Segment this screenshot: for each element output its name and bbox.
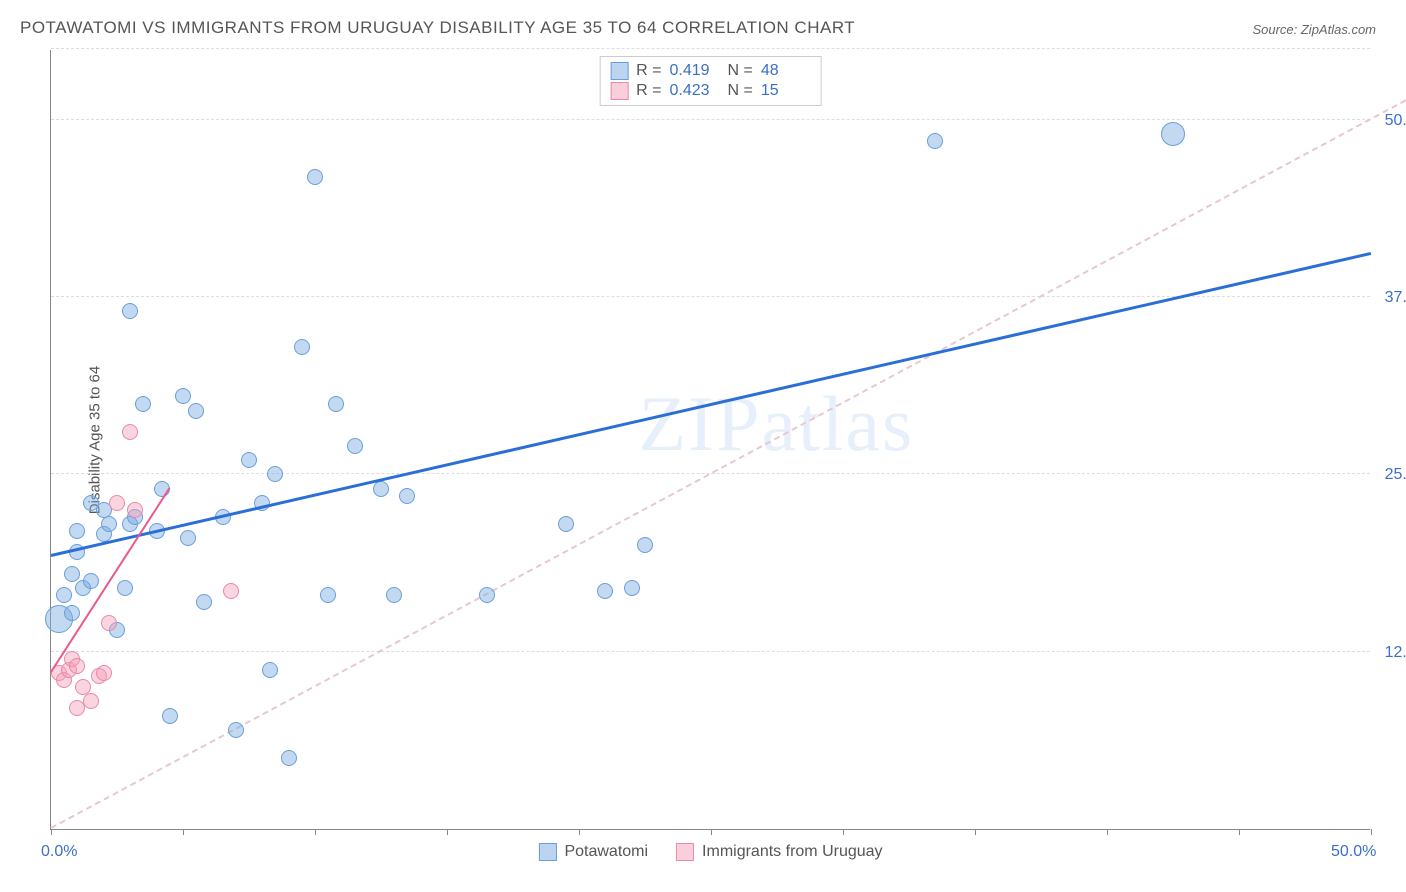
y-tick-label: 25.0% <box>1385 466 1406 484</box>
legend-n-label: N = <box>728 62 753 80</box>
legend-n-value: 48 <box>761 62 811 80</box>
x-tick <box>1239 829 1240 835</box>
x-tick <box>1371 829 1372 835</box>
watermark: ZIPatlas <box>638 379 914 469</box>
legend-swatch <box>676 843 694 861</box>
legend-swatch <box>610 62 628 80</box>
data-point <box>127 502 143 518</box>
legend-label: Immigrants from Uruguay <box>702 843 883 861</box>
source-label: Source: ZipAtlas.com <box>1252 22 1376 37</box>
y-axis-label: Disability Age 35 to 64 <box>87 365 104 513</box>
data-point <box>101 516 117 532</box>
correlation-legend: R = 0.419 N = 48 R = 0.423 N = 15 <box>599 56 822 106</box>
data-point <box>386 587 402 603</box>
x-tick <box>843 829 844 835</box>
data-point <box>597 583 613 599</box>
trend-line <box>51 252 1372 557</box>
legend-row: R = 0.423 N = 15 <box>610 81 811 101</box>
data-point <box>294 339 310 355</box>
chart-title: POTAWATOMI VS IMMIGRANTS FROM URUGUAY DI… <box>20 18 855 38</box>
legend-label: Potawatomi <box>564 843 648 861</box>
reference-line <box>51 47 1406 829</box>
data-point <box>241 452 257 468</box>
data-point <box>927 133 943 149</box>
data-point <box>69 523 85 539</box>
data-point <box>117 580 133 596</box>
data-point <box>624 580 640 596</box>
data-point <box>637 537 653 553</box>
data-point <box>83 573 99 589</box>
data-point <box>188 403 204 419</box>
series-legend: Potawatomi Immigrants from Uruguay <box>538 843 882 861</box>
legend-swatch <box>610 82 628 100</box>
y-tick-label: 37.5% <box>1385 289 1406 307</box>
data-point <box>122 303 138 319</box>
x-tick <box>183 829 184 835</box>
x-tick <box>51 829 52 835</box>
legend-item: Immigrants from Uruguay <box>676 843 883 861</box>
data-point <box>175 388 191 404</box>
legend-r-label: R = <box>636 62 661 80</box>
gridline <box>51 48 1370 49</box>
legend-n-label: N = <box>728 82 753 100</box>
data-point <box>69 658 85 674</box>
data-point <box>135 396 151 412</box>
data-point <box>64 566 80 582</box>
gridline <box>51 651 1370 652</box>
data-point <box>83 693 99 709</box>
data-point <box>281 750 297 766</box>
data-point <box>56 587 72 603</box>
data-point <box>96 665 112 681</box>
legend-item: Potawatomi <box>538 843 648 861</box>
x-tick <box>1107 829 1108 835</box>
legend-r-value: 0.423 <box>670 82 720 100</box>
data-point <box>320 587 336 603</box>
x-tick <box>315 829 316 835</box>
data-point <box>267 466 283 482</box>
data-point <box>196 594 212 610</box>
data-point <box>558 516 574 532</box>
data-point <box>64 605 80 621</box>
legend-row: R = 0.419 N = 48 <box>610 61 811 81</box>
x-tick <box>447 829 448 835</box>
data-point <box>373 481 389 497</box>
data-point <box>307 169 323 185</box>
legend-n-value: 15 <box>761 82 811 100</box>
gridline <box>51 119 1370 120</box>
data-point <box>180 530 196 546</box>
data-point <box>101 615 117 631</box>
data-point <box>223 583 239 599</box>
data-point <box>328 396 344 412</box>
x-tick <box>975 829 976 835</box>
x-tick <box>579 829 580 835</box>
data-point <box>122 424 138 440</box>
data-point <box>347 438 363 454</box>
data-point <box>399 488 415 504</box>
data-point <box>162 708 178 724</box>
legend-r-value: 0.419 <box>670 62 720 80</box>
data-point <box>262 662 278 678</box>
x-tick-label: 50.0% <box>1331 843 1376 861</box>
plot-area: Disability Age 35 to 64 ZIPatlas R = 0.41… <box>50 50 1370 830</box>
legend-r-label: R = <box>636 82 661 100</box>
x-tick <box>711 829 712 835</box>
x-tick-label: 0.0% <box>41 843 77 861</box>
data-point <box>228 722 244 738</box>
data-point <box>1161 122 1185 146</box>
legend-swatch <box>538 843 556 861</box>
data-point <box>109 495 125 511</box>
data-point <box>479 587 495 603</box>
y-tick-label: 12.5% <box>1385 644 1406 662</box>
y-tick-label: 50.0% <box>1385 112 1406 130</box>
